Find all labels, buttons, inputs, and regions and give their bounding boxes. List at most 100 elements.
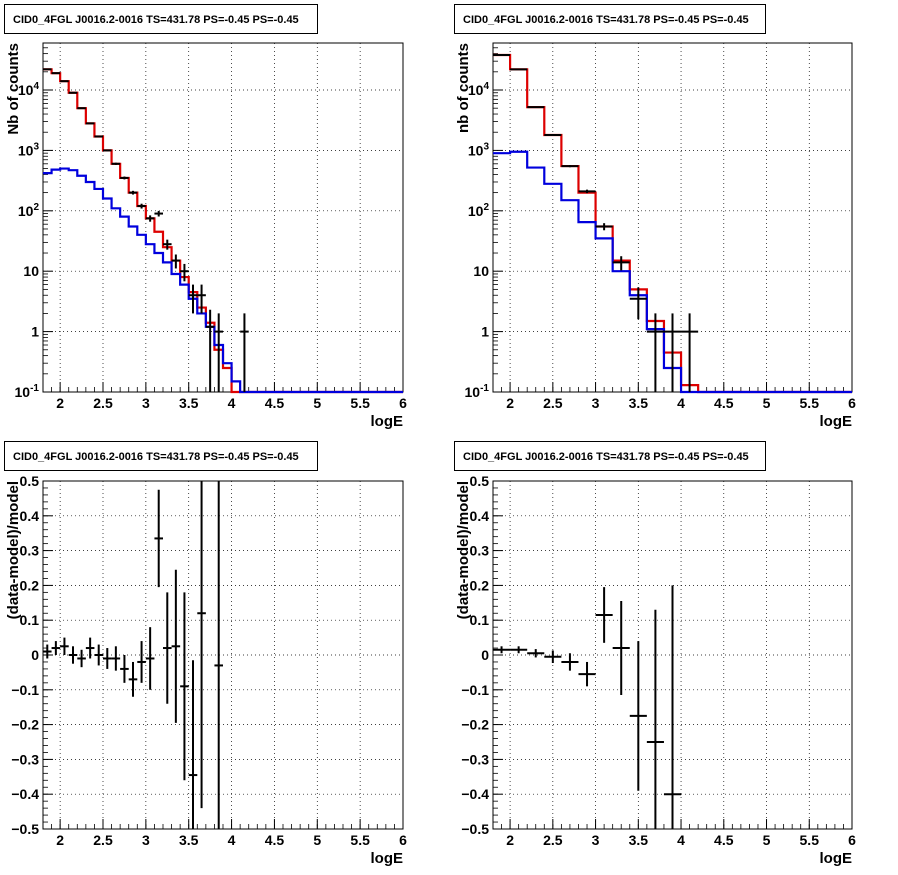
data-point xyxy=(188,660,198,829)
chart-title-bottom-right: CID0_4FGL J0016.2-0016 TS=431.78 PS=-0.4… xyxy=(454,441,766,471)
plot-2: 2 2.5 3 3.5 4 4.5 5 5.5 6 logE −0.5 −0.4 −0.3 −0.2 −0.… xyxy=(5,473,407,867)
data-point xyxy=(94,644,103,666)
data-point xyxy=(561,165,579,168)
y-tick-label: 102 xyxy=(18,202,40,219)
data-point xyxy=(128,661,138,697)
y-tick-label: 0.4 xyxy=(20,508,40,524)
x-tick-label: 3 xyxy=(142,832,150,848)
data-point xyxy=(85,122,95,125)
data-point xyxy=(51,641,61,655)
x-tick-label: 5.5 xyxy=(350,832,370,848)
data-point xyxy=(145,627,155,690)
data-point xyxy=(180,263,189,282)
x-tick-label: 3 xyxy=(142,395,150,411)
data-point xyxy=(103,648,112,669)
y-tick-label: 104 xyxy=(468,81,490,98)
y-tick-label: −0.1 xyxy=(461,682,489,698)
y-tick-label: −0.3 xyxy=(11,751,39,767)
data-point xyxy=(561,653,579,671)
data-point xyxy=(646,609,664,829)
y-tick-label: 0.1 xyxy=(20,612,40,628)
y-tick-label: 104 xyxy=(18,81,40,98)
y-tick-label: 0 xyxy=(31,647,39,663)
data-point xyxy=(240,313,249,392)
y-tick-label: −0.1 xyxy=(11,682,39,698)
chart-title-bottom-left: CID0_4FGL J0016.2-0016 TS=431.78 PS=-0.4… xyxy=(4,441,318,471)
y-tick-label: 10 xyxy=(473,263,489,279)
data-point xyxy=(493,646,511,654)
x-tick-label: 4.5 xyxy=(714,832,734,848)
y-tick-label: 0.4 xyxy=(470,508,490,524)
x-tick-label: 5.5 xyxy=(350,395,370,411)
data-point xyxy=(663,313,682,392)
x-tick-label: 2.5 xyxy=(543,832,563,848)
x-tick-label: 5.5 xyxy=(800,395,820,411)
data-point xyxy=(629,287,647,320)
data-point xyxy=(595,587,613,643)
data-point xyxy=(214,481,223,829)
x-tick-label: 4 xyxy=(228,395,236,411)
y-tick-label: −0.3 xyxy=(461,751,489,767)
data-point xyxy=(145,215,155,222)
y-axis-label: (data-model)/model xyxy=(455,481,472,619)
y-tick-label: 103 xyxy=(18,141,40,158)
data-point xyxy=(68,91,78,94)
y-tick-label: 1 xyxy=(31,324,39,340)
y-tick-label: 0.3 xyxy=(470,543,490,559)
data-point xyxy=(629,641,647,791)
x-axis-label: logE xyxy=(820,850,853,867)
y-axis-label: Nb of counts xyxy=(5,43,22,135)
plot-frame xyxy=(42,42,404,393)
y-tick-label: 0.2 xyxy=(20,577,40,593)
plot-1: 2 2.5 3 3.5 4 4.5 5 5.5 6 logE 10-1 1 10 102 103 104nb … xyxy=(455,42,856,430)
x-tick-label: 2.5 xyxy=(93,395,113,411)
y-tick-label: 0.5 xyxy=(20,473,40,489)
data-point xyxy=(77,649,86,668)
y-tick-label: −0.2 xyxy=(461,717,489,733)
data-point xyxy=(103,149,112,152)
data-point xyxy=(197,284,206,314)
y-tick-label: −0.4 xyxy=(461,786,489,802)
data-point xyxy=(612,601,630,696)
plot-3: 2 2.5 3 3.5 4 4.5 5 5.5 6 logE −0.5 −0.4 −0.3 −0.2 −0.… xyxy=(455,473,856,867)
y-tick-label: 0 xyxy=(481,647,489,663)
x-axis-label: logE xyxy=(371,413,404,430)
data-point xyxy=(111,162,121,165)
x-tick-label: 5 xyxy=(763,395,771,411)
data-point xyxy=(68,646,78,664)
data-point xyxy=(180,592,189,781)
y-tick-label: 0.1 xyxy=(470,612,490,628)
x-axis-label: logE xyxy=(371,850,404,867)
y-tick-label: 102 xyxy=(468,202,490,219)
data-point xyxy=(646,313,664,392)
data-point xyxy=(60,637,69,655)
data-point xyxy=(214,313,223,392)
data-point xyxy=(128,190,138,195)
x-tick-label: 3.5 xyxy=(179,395,199,411)
data-point xyxy=(111,646,121,671)
x-tick-label: 5 xyxy=(313,832,321,848)
data-point xyxy=(595,223,613,231)
x-axis-label: logE xyxy=(820,413,853,430)
x-tick-label: 6 xyxy=(848,395,856,411)
y-tick-label: 0.2 xyxy=(470,577,490,593)
data-point xyxy=(77,107,86,110)
data-point xyxy=(205,309,215,392)
x-tick-label: 3 xyxy=(592,395,600,411)
data-point xyxy=(171,254,181,269)
x-tick-label: 2 xyxy=(56,832,64,848)
data-point xyxy=(578,661,596,687)
x-tick-label: 3.5 xyxy=(179,832,199,848)
data-point xyxy=(171,569,181,723)
x-tick-label: 2.5 xyxy=(543,395,563,411)
x-tick-label: 4 xyxy=(677,395,685,411)
x-tick-label: 4 xyxy=(677,832,685,848)
data-point xyxy=(137,641,146,683)
data-point xyxy=(527,106,545,109)
data-point xyxy=(197,481,206,809)
x-tick-label: 5 xyxy=(763,832,771,848)
x-tick-label: 4.5 xyxy=(265,832,285,848)
data-point xyxy=(544,133,562,136)
x-tick-label: 4.5 xyxy=(265,395,285,411)
